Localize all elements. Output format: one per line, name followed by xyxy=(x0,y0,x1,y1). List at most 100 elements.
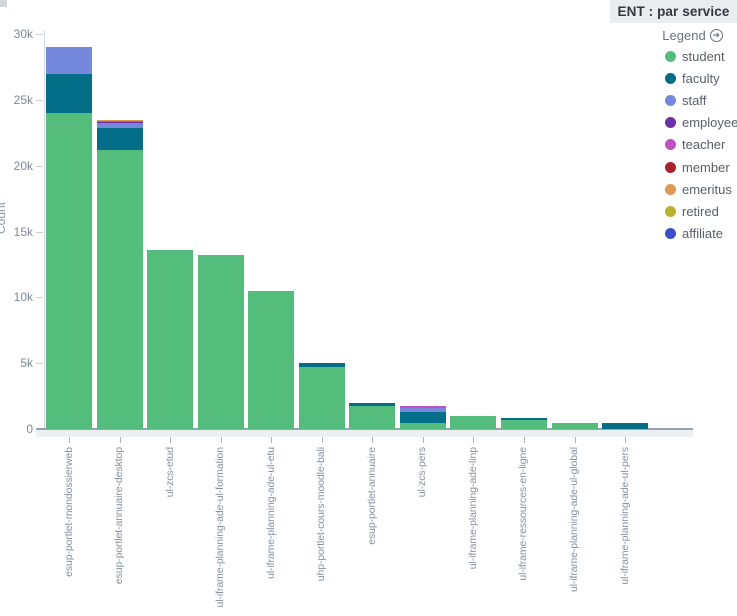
legend-item-affiliate[interactable]: affiliate xyxy=(648,223,737,245)
bar-segment-student[interactable] xyxy=(46,113,92,429)
bar-segment-student[interactable] xyxy=(248,290,295,429)
member-swatch-icon xyxy=(665,161,676,173)
x-axis-label: ul-zcs-etud xyxy=(163,447,176,498)
bar-segment-faculty[interactable] xyxy=(96,128,143,151)
bar-segment-staff[interactable] xyxy=(399,407,446,412)
legend-item-member[interactable]: member xyxy=(648,156,737,178)
bar-segment-faculty[interactable] xyxy=(349,402,396,406)
y-axis-title: Count xyxy=(0,201,8,235)
bar-segment-teacher[interactable] xyxy=(96,121,143,122)
bar-segment-student[interactable] xyxy=(500,420,547,429)
bar-ul-zcs-etud[interactable] xyxy=(147,250,194,429)
bar-segment-student[interactable] xyxy=(349,405,396,429)
legend: Legend ➔ student faculty staff employee teac… xyxy=(648,23,737,245)
legend-item-faculty[interactable]: faculty xyxy=(648,67,737,89)
bar-segment-staff[interactable] xyxy=(96,122,143,128)
bar-ul-zcs-pers[interactable] xyxy=(399,405,446,429)
bar-esup-portlet-annuaire[interactable] xyxy=(349,402,396,429)
bar-esup-portlet-annuaire-desktop[interactable] xyxy=(96,119,143,429)
x-axis-label: ul-iframe-ressources-en-ligne xyxy=(517,447,530,581)
x-axis-label: esup-portlet-annuaire-desktop xyxy=(113,447,126,585)
bar-segment-affiliate[interactable] xyxy=(602,422,649,424)
bar-ul-iframe-ressources-en-ligne[interactable] xyxy=(500,418,547,429)
bar-segment-student[interactable] xyxy=(147,250,194,429)
bar-segment-student[interactable] xyxy=(96,150,143,429)
legend-item-emeritus[interactable]: emeritus xyxy=(648,178,737,200)
y-tick-label: 15k xyxy=(13,224,33,239)
x-tick-mark xyxy=(321,437,323,443)
x-tick-mark xyxy=(523,437,525,443)
x-axis-label: esup-portlet-annuaire xyxy=(365,447,378,545)
employee-swatch-icon xyxy=(665,117,676,129)
affiliate-swatch-icon xyxy=(665,228,676,240)
bar-segment-teacher[interactable] xyxy=(399,405,446,408)
retired-swatch-icon xyxy=(665,205,676,217)
x-axis-label: ul-iframe-planning-ade-linp xyxy=(466,447,479,570)
bar-segment-faculty[interactable] xyxy=(46,74,92,114)
legend-items: student faculty staff employee teacher member… xyxy=(648,45,737,245)
legend-item-retired[interactable]: retired xyxy=(648,200,737,222)
bar-uhp-portlet-cours-moodle-bali[interactable] xyxy=(298,363,345,429)
bar-ul-iframe-planning-ade-linp[interactable] xyxy=(450,415,497,429)
bar-segment-emeritus[interactable] xyxy=(96,119,143,121)
y-tick-mark xyxy=(36,297,43,299)
bar-segment-faculty[interactable] xyxy=(298,363,345,368)
legend-item-label: emeritus xyxy=(682,181,732,197)
legend-item-label: faculty xyxy=(682,70,720,86)
x-tick-mark xyxy=(574,437,576,443)
panel-header: ENT : par service xyxy=(610,0,737,23)
teacher-swatch-icon xyxy=(665,139,676,151)
bar-segment-student[interactable] xyxy=(450,415,497,429)
bar-segment-student[interactable] xyxy=(298,367,345,429)
bar-segment-student[interactable] xyxy=(197,255,244,429)
x-tick-mark xyxy=(170,437,172,443)
y-tick-mark xyxy=(36,231,43,233)
student-swatch-icon xyxy=(665,50,676,62)
legend-item-label: affiliate xyxy=(682,226,723,242)
arrow-right-circle-icon[interactable]: ➔ xyxy=(709,28,723,42)
bar-ul-iframe-planning-ade-ul-etu[interactable] xyxy=(248,290,295,429)
legend-item-label: retired xyxy=(682,203,719,219)
y-tick-label: 5k xyxy=(20,356,33,371)
y-axis-line xyxy=(44,30,45,429)
x-axis-label: ul-zcs-pers xyxy=(416,447,429,498)
bar-segment-faculty[interactable] xyxy=(602,423,649,429)
x-tick-mark xyxy=(119,437,121,443)
legend-item-label: teacher xyxy=(682,137,726,153)
staff-swatch-icon xyxy=(665,94,676,106)
y-tick-label: 0 xyxy=(26,422,33,436)
bar-segment-employee[interactable] xyxy=(96,121,143,123)
legend-item-student[interactable]: student xyxy=(648,45,737,67)
bar-ul-iframe-planning-ade-ul-formation[interactable] xyxy=(197,255,244,429)
legend-item-employee[interactable]: employee xyxy=(648,112,737,134)
y-tick-mark xyxy=(36,100,43,102)
bar-segment-staff[interactable] xyxy=(46,46,92,75)
bar-ul-iframe-planning-ade-ul-pers[interactable] xyxy=(602,422,649,429)
legend-item-label: employee xyxy=(682,115,737,131)
bar-segment-member[interactable] xyxy=(96,120,143,122)
legend-item-label: member xyxy=(682,159,730,175)
legend-item-label: staff xyxy=(682,92,707,108)
legend-title: Legend xyxy=(662,27,706,43)
bar-ul-iframe-planning-ade-ul-global[interactable] xyxy=(551,422,598,429)
x-tick-mark xyxy=(422,437,424,443)
x-tick-mark xyxy=(473,437,475,443)
legend-item-staff[interactable]: staff xyxy=(648,89,737,111)
y-tick-mark xyxy=(36,165,43,167)
bar-esup-portlet-mondossierweb[interactable] xyxy=(46,46,92,429)
legend-item-label: student xyxy=(682,48,725,64)
x-axis-strip xyxy=(36,429,693,437)
x-axis-label: ul-iframe-planning-ade-ul-formation xyxy=(214,447,227,608)
bar-segment-faculty[interactable] xyxy=(500,418,547,421)
bar-segment-faculty[interactable] xyxy=(399,411,446,424)
y-tick-label: 25k xyxy=(13,93,33,108)
x-tick-mark xyxy=(69,437,70,443)
legend-item-teacher[interactable]: teacher xyxy=(648,134,737,156)
panel-title: ENT : par service xyxy=(617,4,730,19)
bar-segment-student[interactable] xyxy=(399,423,446,429)
x-axis-label: ul-iframe-planning-ade-ul-etu xyxy=(264,447,277,579)
x-axis-label: uhp-portlet-cours-moodle-bali xyxy=(315,447,328,582)
x-tick-mark xyxy=(372,437,374,443)
bar-segment-student[interactable] xyxy=(551,422,598,429)
